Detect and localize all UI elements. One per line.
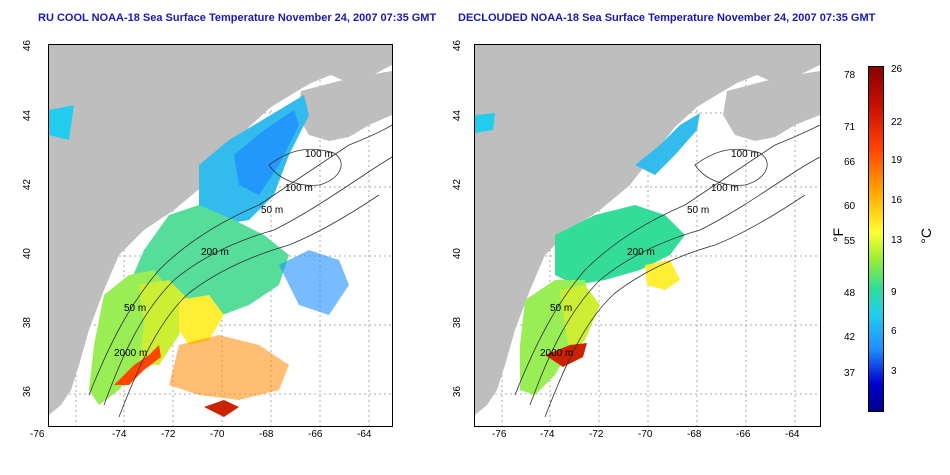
left-x-tick-68: -68 — [259, 429, 274, 440]
right-land-mass — [475, 45, 820, 415]
left-x-tick-76: -76 — [30, 429, 45, 440]
right-map-canvas — [475, 45, 820, 426]
right-map-title: DECLOUDED NOAA-18 Sea Surface Temperatur… — [458, 12, 876, 24]
cbar-f-tick-78: 78 — [844, 70, 856, 81]
right-x-tick-66: -66 — [736, 429, 751, 440]
right-contour-label-2000m: 2000 m — [540, 348, 574, 359]
left-contour-label-100m-b: 100 m — [285, 183, 313, 194]
left-x-tick-72: -72 — [161, 429, 176, 440]
cbar-f-tick-60: 60 — [844, 201, 856, 212]
right-y-tick-44: 44 — [452, 110, 463, 122]
cbar-c-tick-22: 22 — [891, 117, 903, 128]
left-sst-map: 100 m 100 m 50 m 200 m 50 m 2000 m — [48, 44, 393, 427]
temperature-colorbar — [868, 66, 884, 412]
right-x-tick-70: -70 — [638, 429, 653, 440]
left-y-tick-44: 44 — [22, 110, 33, 122]
cbar-f-tick-71: 71 — [844, 122, 856, 133]
right-nova-scotia — [723, 71, 820, 141]
right-y-tick-42: 42 — [452, 179, 463, 191]
cbar-c-tick-16: 16 — [891, 195, 903, 206]
right-y-tick-38: 38 — [452, 317, 463, 329]
left-bathymetry-contours — [88, 124, 392, 418]
cbar-f-tick-66: 66 — [844, 157, 856, 168]
cbar-c-tick-26: 26 — [891, 64, 903, 75]
left-nova-scotia — [297, 71, 392, 141]
right-contour-label-200m: 200 m — [627, 247, 655, 258]
right-y-tick-40: 40 — [452, 248, 463, 260]
left-contour-label-100m-a: 100 m — [305, 149, 333, 160]
right-contour-label-100m-b: 100 m — [711, 183, 739, 194]
right-x-tick-76: -76 — [492, 429, 507, 440]
right-sst-map: 100 m 100 m 50 m 200 m 50 m 2000 m — [474, 44, 821, 427]
right-y-tick-36: 36 — [452, 386, 463, 398]
left-x-tick-70: -70 — [210, 429, 225, 440]
cbar-c-tick-3: 3 — [891, 366, 897, 377]
left-x-tick-66: -66 — [308, 429, 323, 440]
colorbar-celsius-label: °C — [918, 228, 934, 244]
left-contour-label-50m-b: 50 m — [124, 303, 147, 314]
left-y-tick-46: 46 — [22, 40, 33, 52]
left-y-tick-36: 36 — [22, 386, 33, 398]
cbar-f-tick-55: 55 — [844, 236, 856, 247]
right-x-tick-64: -64 — [785, 429, 800, 440]
left-y-tick-42: 42 — [22, 179, 33, 191]
left-land-mass — [49, 45, 392, 415]
right-sst-patches — [475, 113, 700, 395]
right-y-tick-46: 46 — [452, 40, 463, 52]
left-x-tick-64: -64 — [357, 429, 372, 440]
cbar-c-tick-19: 19 — [891, 155, 903, 166]
left-contour-label-50m-a: 50 m — [261, 205, 284, 216]
cbar-c-tick-9: 9 — [891, 287, 897, 298]
right-contour-label-100m-a: 100 m — [731, 149, 759, 160]
right-x-tick-68: -68 — [687, 429, 702, 440]
right-contour-label-50m-b: 50 m — [550, 303, 573, 314]
right-bathymetry-contours — [514, 124, 820, 418]
left-map-canvas — [49, 45, 392, 426]
cbar-f-tick-37: 37 — [844, 368, 856, 379]
right-x-tick-72: -72 — [589, 429, 604, 440]
right-x-tick-74: -74 — [540, 429, 555, 440]
left-y-tick-38: 38 — [22, 317, 33, 329]
left-map-title: RU COOL NOAA-18 Sea Surface Temperature … — [38, 12, 437, 24]
cbar-f-tick-48: 48 — [844, 288, 856, 299]
cbar-c-tick-6: 6 — [891, 326, 897, 337]
right-contour-label-50m-a: 50 m — [687, 205, 710, 216]
left-contour-label-2000m: 2000 m — [114, 348, 148, 359]
colorbar-fahrenheit-label: °F — [830, 228, 846, 243]
left-x-tick-74: -74 — [112, 429, 127, 440]
cbar-f-tick-42: 42 — [844, 332, 856, 343]
left-y-tick-40: 40 — [22, 248, 33, 260]
left-contour-label-200m: 200 m — [201, 247, 229, 258]
cbar-c-tick-13: 13 — [891, 235, 903, 246]
